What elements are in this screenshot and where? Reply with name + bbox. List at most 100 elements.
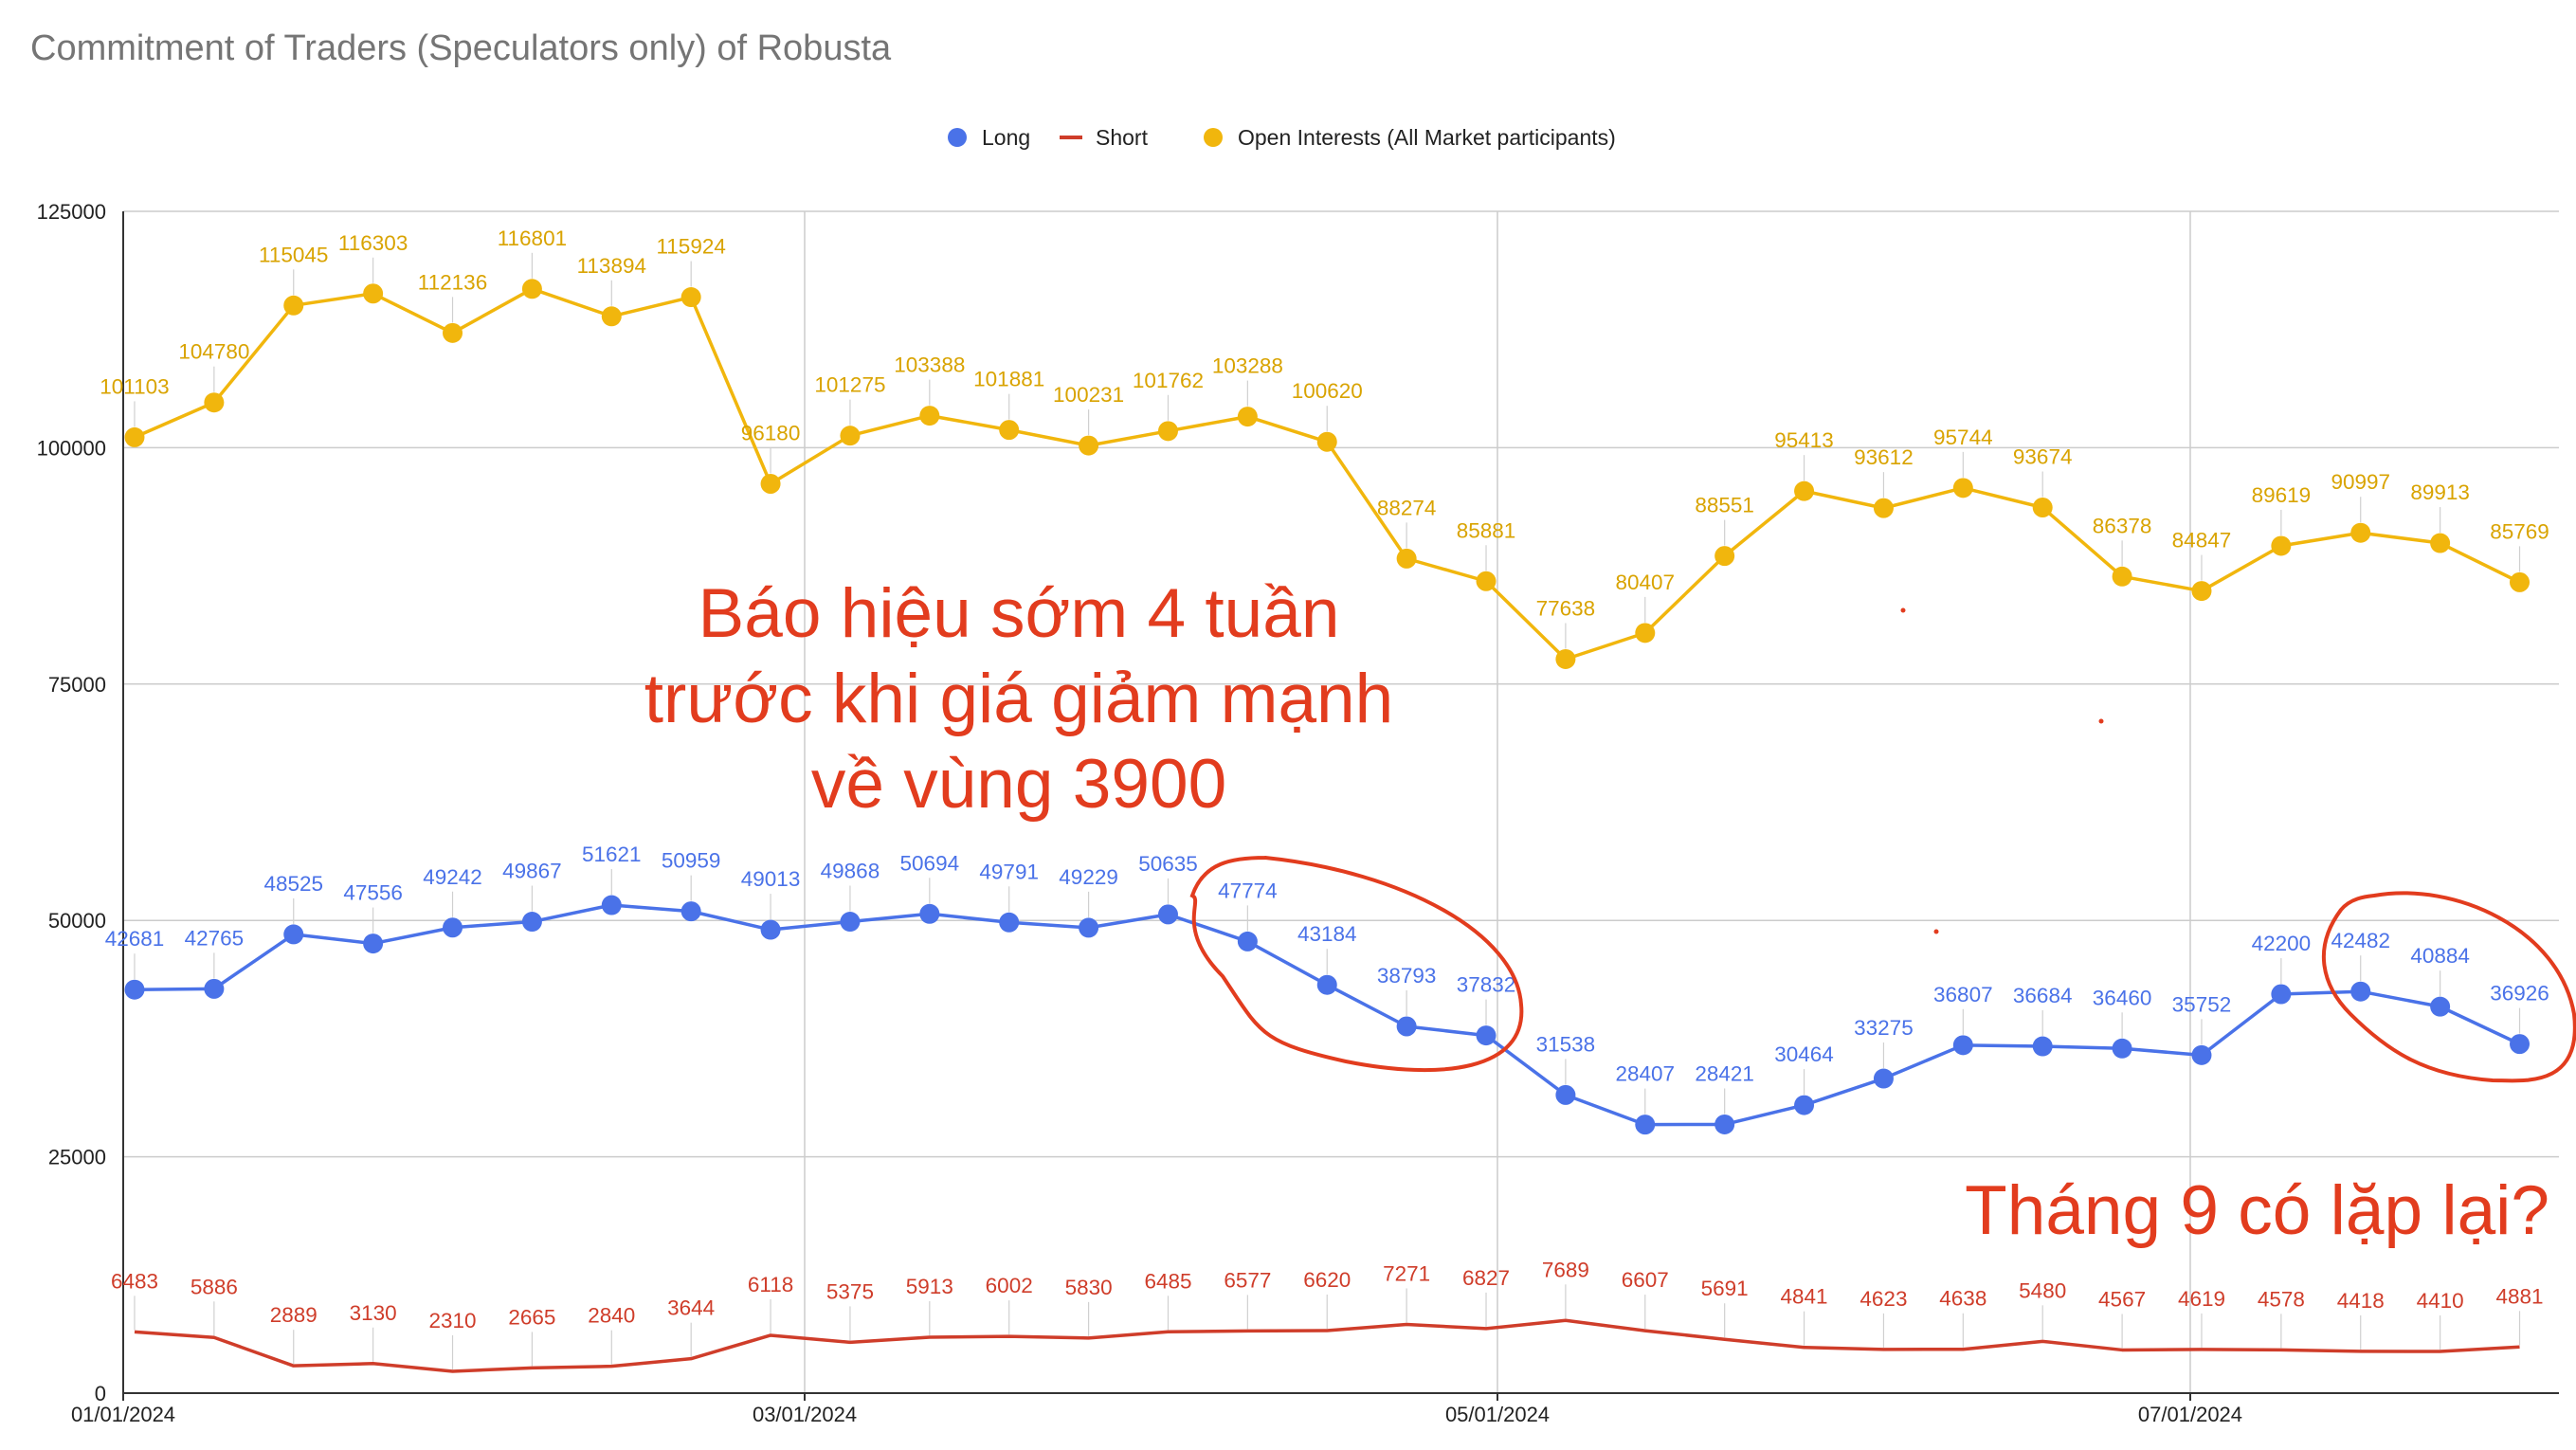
data-label-open-interests-all-market-participants: 101762 [1133,369,1204,392]
y-tick-label: 100000 [37,436,106,460]
data-label-long: 50694 [900,851,960,875]
data-point-open-interests-all-market-participants [1316,431,1337,452]
data-point-open-interests-all-market-participants [1555,648,1576,669]
data-label-open-interests-all-market-participants: 96180 [741,422,801,445]
data-label-open-interests-all-market-participants: 101103 [100,374,169,398]
data-label-long: 49242 [423,865,482,889]
data-label-long: 36684 [2013,984,2073,1007]
legend-label: Open Interests (All Market participants) [1238,125,1616,150]
data-point-long [1237,931,1258,952]
data-label-long: 43184 [1297,922,1357,946]
data-point-long [1396,1016,1417,1037]
data-label-open-interests-all-market-participants: 115045 [259,243,328,266]
data-label-open-interests-all-market-participants: 101275 [814,373,885,397]
data-label-open-interests-all-market-participants: 80407 [1615,571,1675,594]
data-point-open-interests-all-market-participants [204,392,225,413]
data-point-open-interests-all-market-participants [443,322,463,343]
data-point-open-interests-all-market-participants [2350,522,2371,543]
data-label-short: 4410 [2417,1289,2464,1313]
data-point-open-interests-all-market-participants [2191,581,2212,602]
data-point-long [601,895,622,915]
data-label-open-interests-all-market-participants: 93612 [1854,445,1914,469]
legend-marker [948,128,967,147]
annotation-stray-mark [2098,718,2104,724]
data-label-long: 50959 [662,849,721,873]
data-label-short: 6827 [1462,1266,1510,1290]
data-label-long: 30464 [1774,1042,1834,1066]
annotation-stray-mark [1900,607,1906,613]
data-point-open-interests-all-market-participants [2112,566,2132,587]
data-label-long: 28421 [1695,1061,1754,1085]
data-label-open-interests-all-market-participants: 77638 [1536,596,1596,620]
data-point-open-interests-all-market-participants [999,420,1020,441]
data-label-short: 6485 [1144,1269,1191,1293]
data-point-open-interests-all-market-participants [2430,533,2451,553]
data-label-long: 28407 [1615,1062,1675,1086]
data-label-open-interests-all-market-participants: 93674 [2013,445,2073,469]
series-line-short [134,1318,2520,1373]
data-point-long [2032,1036,2053,1057]
data-label-short: 2840 [588,1304,635,1328]
data-label-open-interests-all-market-participants: 103288 [1212,354,1283,378]
data-label-open-interests-all-market-participants: 112136 [418,270,487,294]
data-label-long: 50635 [1138,852,1198,876]
data-label-long: 42200 [2252,932,2312,955]
annotation-september-question: Tháng 9 có lặp lại? [1965,1172,2549,1249]
data-label-open-interests-all-market-participants: 88274 [1377,496,1437,519]
data-label-short: 5830 [1065,1276,1113,1299]
data-point-open-interests-all-market-participants [1476,571,1497,591]
data-point-open-interests-all-market-participants [1952,478,1973,498]
y-tick-label: 125000 [37,200,106,224]
data-label-short: 5691 [1701,1277,1749,1300]
data-label-open-interests-all-market-participants: 103388 [894,353,965,377]
data-label-short: 3130 [350,1301,397,1325]
data-point-long [919,903,940,924]
data-label-short: 6483 [111,1269,158,1293]
data-label-long: 31538 [1536,1032,1596,1056]
data-label-long: 42482 [2331,929,2390,952]
data-point-open-interests-all-market-participants [1079,435,1099,456]
data-label-long: 49868 [821,860,880,883]
y-tick-label: 25000 [48,1146,106,1169]
data-label-short: 4623 [1859,1287,1907,1311]
data-point-long [2350,981,2371,1002]
data-label-long: 38793 [1377,964,1437,988]
data-point-long [1476,1025,1497,1046]
y-tick-label: 0 [95,1382,106,1405]
data-label-short: 6002 [986,1274,1033,1297]
data-label-open-interests-all-market-participants: 116801 [498,227,567,250]
data-point-long [1873,1068,1894,1089]
data-label-open-interests-all-market-participants: 100231 [1053,383,1124,407]
data-label-short: 6118 [748,1273,793,1296]
data-label-open-interests-all-market-participants: 84847 [2172,529,2232,553]
data-label-short: 6620 [1303,1268,1351,1292]
data-label-short: 4841 [1781,1285,1828,1309]
data-label-short: 2889 [270,1303,317,1327]
data-label-long: 48525 [263,872,323,896]
data-label-short: 7689 [1542,1258,1589,1281]
annotations-layer: Báo hiệu sớm 4 tuần trước khi giá giảm mạ… [644,575,2576,1249]
legend-label: Long [982,125,1030,150]
data-point-long [2430,996,2451,1017]
data-label-short: 4578 [2258,1287,2305,1311]
data-point-long [1635,1115,1656,1135]
x-tick-label: 07/01/2024 [2138,1403,2242,1426]
data-label-open-interests-all-market-participants: 100620 [1292,379,1363,403]
data-label-long: 33275 [1854,1016,1914,1040]
data-label-long: 49013 [741,867,801,891]
legend-marker [1204,128,1223,147]
data-point-open-interests-all-market-participants [1396,548,1417,569]
data-point-open-interests-all-market-participants [601,306,622,327]
data-label-open-interests-all-market-participants: 85769 [2490,519,2549,543]
x-tick-label: 01/01/2024 [71,1403,175,1426]
data-point-open-interests-all-market-participants [919,406,940,426]
data-label-long: 36926 [2490,982,2549,1006]
legend: Long Short Open Interests (All Market part… [948,125,1616,150]
data-label-open-interests-all-market-participants: 113894 [577,254,646,278]
data-label-long: 42681 [105,927,165,951]
data-label-open-interests-all-market-participants: 104780 [178,340,249,364]
data-label-open-interests-all-market-participants: 88551 [1695,494,1754,517]
data-label-long: 49229 [1059,865,1118,889]
data-label-short: 5886 [190,1275,238,1298]
